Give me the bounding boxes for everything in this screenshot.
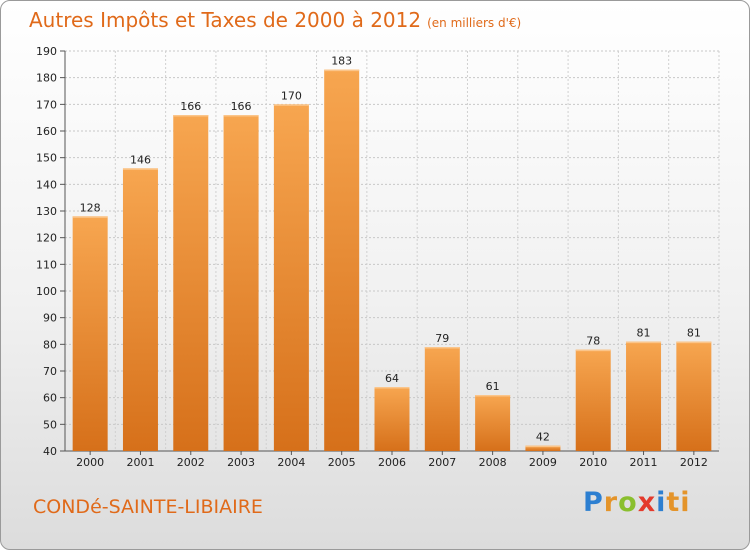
y-tick-label: 190: [36, 45, 57, 58]
y-tick-label: 80: [43, 338, 57, 351]
bar-2010: [575, 349, 611, 451]
y-tick-label: 160: [36, 125, 57, 138]
y-tick-label: 50: [43, 418, 57, 431]
y-tick-label: 150: [36, 152, 57, 165]
data-label-2000: 128: [80, 201, 101, 214]
x-tick-label-2001: 2001: [126, 456, 154, 469]
x-tick-label-2009: 2009: [529, 456, 557, 469]
axes: 40 50 60 70 80 90 100 110 120 130 140 150 160 170 180 1…: [36, 45, 719, 469]
y-tick-label: 180: [36, 72, 57, 85]
proxiti-logo: Proxiti: [583, 487, 691, 518]
data-label-2006: 64: [385, 372, 399, 385]
bar-highlight: [72, 216, 108, 218]
x-tick-label-2002: 2002: [177, 456, 205, 469]
y-tick-label: 170: [36, 98, 57, 111]
bar-2008: [475, 395, 511, 451]
bar-2011: [626, 341, 662, 451]
bar-highlight: [475, 395, 511, 397]
data-label-2007: 79: [435, 332, 449, 345]
y-tick-label: 40: [43, 445, 57, 458]
data-label-2003: 166: [231, 100, 252, 113]
x-tick-label-2006: 2006: [378, 456, 406, 469]
bar-2006: [374, 387, 410, 451]
x-tick-label-2005: 2005: [328, 456, 356, 469]
bar-2009: [525, 445, 561, 451]
labels: 128 146 166 166 170 183 64 79 61 42 78 81 81: [80, 55, 701, 444]
data-label-2008: 61: [486, 380, 500, 393]
y-tick-label: 110: [36, 258, 57, 271]
data-label-2005: 183: [331, 55, 352, 68]
bar-highlight: [122, 168, 158, 170]
bar-2003: [223, 115, 259, 451]
city-name: CONDé-SAINTE-LIBIAIRE: [33, 496, 263, 518]
bar-highlight: [273, 104, 309, 106]
bar-2002: [173, 115, 209, 451]
bar-highlight: [324, 69, 360, 72]
bar-2000: [72, 216, 108, 451]
x-tick-label-2011: 2011: [630, 456, 658, 469]
x-tick-label-2007: 2007: [428, 456, 456, 469]
y-tick-label: 100: [36, 285, 57, 298]
bar-highlight: [525, 445, 561, 448]
x-tick-label-2000: 2000: [76, 456, 104, 469]
data-label-2009: 42: [536, 431, 550, 444]
data-label-2011: 81: [637, 327, 651, 340]
chart-title: Autres Impôts et Taxes de 2000 à 2012 (en…: [29, 8, 521, 32]
x-tick-label-2004: 2004: [277, 456, 305, 469]
y-tick-label: 60: [43, 392, 57, 405]
bar-highlight: [626, 341, 662, 344]
bar-highlight: [575, 349, 611, 352]
data-label-2001: 146: [130, 153, 151, 166]
bar-2004: [273, 104, 309, 451]
bar-highlight: [424, 347, 460, 349]
bar-2005: [324, 69, 360, 452]
y-tick-label: 140: [36, 178, 57, 191]
y-tick-label: 90: [43, 312, 57, 325]
chart-title-text: Autres Impôts et Taxes de 2000 à 2012: [29, 8, 422, 32]
y-tick-label: 70: [43, 365, 57, 378]
bar-highlight: [374, 387, 410, 389]
bars: [72, 69, 712, 452]
bar-highlight: [223, 115, 259, 117]
data-label-2012: 81: [687, 327, 701, 340]
data-label-2002: 166: [180, 100, 201, 113]
bar-2001: [122, 168, 158, 452]
data-label-2010: 78: [586, 335, 600, 348]
chart-subtitle: (en milliers d'€): [427, 16, 522, 30]
bar-highlight: [173, 115, 209, 117]
x-tick-label-2008: 2008: [479, 456, 507, 469]
x-tick-label-2003: 2003: [227, 456, 255, 469]
x-tick-label-2010: 2010: [579, 456, 607, 469]
y-tick-label: 120: [36, 232, 57, 245]
x-tick-label-2012: 2012: [680, 456, 708, 469]
bar-2012: [676, 341, 712, 451]
y-tick-label: 130: [36, 205, 57, 218]
bar-highlight: [676, 341, 712, 344]
bar-2007: [424, 347, 460, 451]
data-label-2004: 170: [281, 89, 302, 102]
